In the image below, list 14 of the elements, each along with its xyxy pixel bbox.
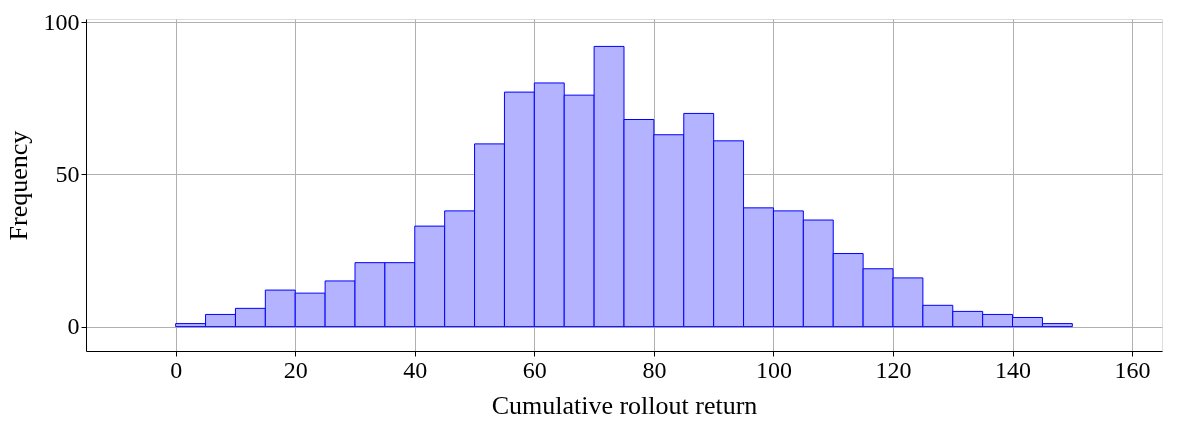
y-tick-label: 100 xyxy=(43,8,80,35)
x-tick-label: 20 xyxy=(283,356,308,383)
x-tick-label: 60 xyxy=(522,356,547,383)
y-tick-label: 0 xyxy=(67,313,80,340)
x-tick-label: 80 xyxy=(642,356,667,383)
x-tick-label: 140 xyxy=(995,356,1032,383)
y-tick-label: 50 xyxy=(55,160,80,187)
x-axis-title: Cumulative rollout return xyxy=(491,390,758,420)
x-tick-label: 100 xyxy=(755,356,792,383)
x-tick-label: 0 xyxy=(170,356,183,383)
y-axis-title: Frequency xyxy=(3,130,33,241)
x-tick-label: 40 xyxy=(403,356,428,383)
x-tick-label: 120 xyxy=(875,356,912,383)
x-tick-label: 160 xyxy=(1114,356,1151,383)
